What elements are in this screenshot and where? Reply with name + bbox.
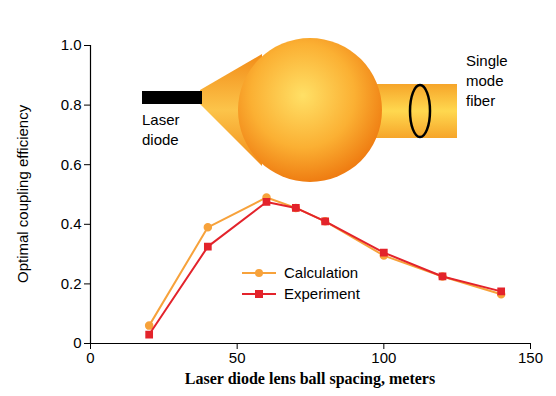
html-text:Experiment: Experiment xyxy=(284,285,360,302)
html-text:Laser diode lens ball spacing,: Laser diode lens ball spacing, meters xyxy=(184,370,436,387)
svg-text:150: 150 xyxy=(518,349,543,366)
svg-text:0.8: 0.8 xyxy=(61,96,82,113)
svg-text:0: 0 xyxy=(86,349,94,366)
svg-text:0: 0 xyxy=(73,334,81,351)
html-text:Optimal coupling efficiency: Optimal coupling efficiency xyxy=(14,104,31,283)
svg-text:1.0: 1.0 xyxy=(61,36,82,53)
svg-text:0.4: 0.4 xyxy=(61,215,82,232)
svg-text:0.2: 0.2 xyxy=(61,275,82,292)
svg-text:Singlemodefiber: Singlemodefiber xyxy=(466,52,508,109)
svg-text:0.6: 0.6 xyxy=(61,156,82,173)
svg-text:100: 100 xyxy=(371,349,396,366)
html-text:Calculation: Calculation xyxy=(284,264,359,281)
svg-text:50: 50 xyxy=(229,349,246,366)
svg-text:Laserdiode: Laserdiode xyxy=(142,111,180,148)
